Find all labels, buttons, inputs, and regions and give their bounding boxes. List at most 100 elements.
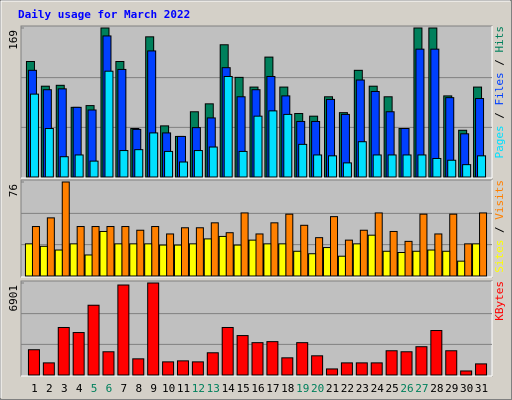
bar xyxy=(404,240,413,277)
bar xyxy=(311,355,324,376)
bar xyxy=(166,233,175,277)
bar xyxy=(330,216,339,277)
x-tick-label: 13 xyxy=(207,382,220,395)
x-tick-label: 24 xyxy=(371,382,385,395)
bar xyxy=(355,362,368,376)
bar xyxy=(352,243,361,277)
x-tick-label: 11 xyxy=(177,382,190,395)
bar xyxy=(180,227,189,277)
bar xyxy=(102,351,115,376)
bar xyxy=(293,250,302,277)
bar xyxy=(159,244,168,277)
x-tick-label: 12 xyxy=(192,382,205,395)
bar xyxy=(188,243,197,277)
legend-separator: / xyxy=(493,220,506,240)
bar xyxy=(479,212,488,277)
bar xyxy=(121,226,130,277)
bar xyxy=(417,154,427,178)
y-tick-label: 76 xyxy=(7,184,20,197)
bar xyxy=(367,234,376,277)
bar xyxy=(270,222,279,277)
bar xyxy=(337,255,346,277)
x-tick-label: 3 xyxy=(61,382,68,395)
bar xyxy=(87,304,100,376)
bar xyxy=(178,161,188,178)
bar xyxy=(308,253,317,277)
x-tick-label: 27 xyxy=(415,382,428,395)
legend-entry: Pages xyxy=(493,125,506,158)
legend-entry: Sites xyxy=(493,240,506,273)
bar xyxy=(195,227,204,277)
bar xyxy=(119,150,129,178)
bar xyxy=(385,350,398,376)
bar xyxy=(457,260,466,277)
bar xyxy=(389,230,398,277)
bar xyxy=(298,143,308,178)
x-tick-label: 4 xyxy=(76,382,83,395)
bar xyxy=(54,249,63,277)
bar xyxy=(27,349,40,376)
bar xyxy=(24,243,33,277)
bar xyxy=(415,346,428,376)
x-tick-label: 1 xyxy=(31,382,38,395)
bar xyxy=(61,181,70,277)
bar xyxy=(460,370,473,376)
x-tick-label: 17 xyxy=(266,382,279,395)
x-tick-label: 31 xyxy=(475,382,488,395)
x-tick-label: 7 xyxy=(121,382,128,395)
legend-separator: / xyxy=(493,53,506,73)
bar xyxy=(328,155,338,178)
bar xyxy=(253,115,263,178)
legend: Pages / Files / Hits xyxy=(493,26,506,159)
bar xyxy=(475,363,488,376)
y-tick-label: 169 xyxy=(7,30,20,50)
x-tick-label: 29 xyxy=(445,382,458,395)
x-tick-label: 10 xyxy=(162,382,175,395)
bar xyxy=(412,250,421,277)
bar xyxy=(281,357,294,376)
bar xyxy=(99,230,108,277)
bar xyxy=(74,154,84,178)
bar xyxy=(31,226,40,277)
bar xyxy=(89,160,99,178)
bar xyxy=(39,245,48,277)
bar xyxy=(176,360,189,376)
bar xyxy=(326,368,339,376)
bar xyxy=(221,326,234,376)
bar xyxy=(114,243,123,277)
bar xyxy=(357,141,367,178)
bar xyxy=(59,156,69,178)
bar xyxy=(149,132,159,178)
bar xyxy=(397,252,406,277)
bar xyxy=(447,159,457,178)
bar xyxy=(104,70,114,178)
bar xyxy=(285,213,294,277)
legend-entry: Visits xyxy=(493,180,506,220)
bar xyxy=(76,226,85,277)
legend-entry: Hits xyxy=(493,26,506,53)
bar xyxy=(464,243,473,277)
bar xyxy=(84,254,93,277)
bar xyxy=(144,243,153,277)
bar xyxy=(193,150,203,178)
bar xyxy=(136,229,145,277)
x-tick-label: 19 xyxy=(296,382,309,395)
bar xyxy=(419,213,428,277)
bar xyxy=(315,237,324,277)
bar xyxy=(432,157,442,178)
bar xyxy=(238,150,248,178)
bar xyxy=(374,212,383,277)
bar xyxy=(372,154,382,178)
bar xyxy=(263,243,272,277)
x-tick-label: 16 xyxy=(251,382,264,395)
legend: Sites / Visits xyxy=(493,180,506,273)
x-tick-label: 9 xyxy=(150,382,157,395)
bar xyxy=(472,243,481,277)
bar xyxy=(342,162,352,178)
bar xyxy=(191,361,204,376)
bar xyxy=(203,238,212,277)
bar xyxy=(449,213,458,277)
bar xyxy=(223,75,233,178)
x-tick-label: 26 xyxy=(400,382,413,395)
